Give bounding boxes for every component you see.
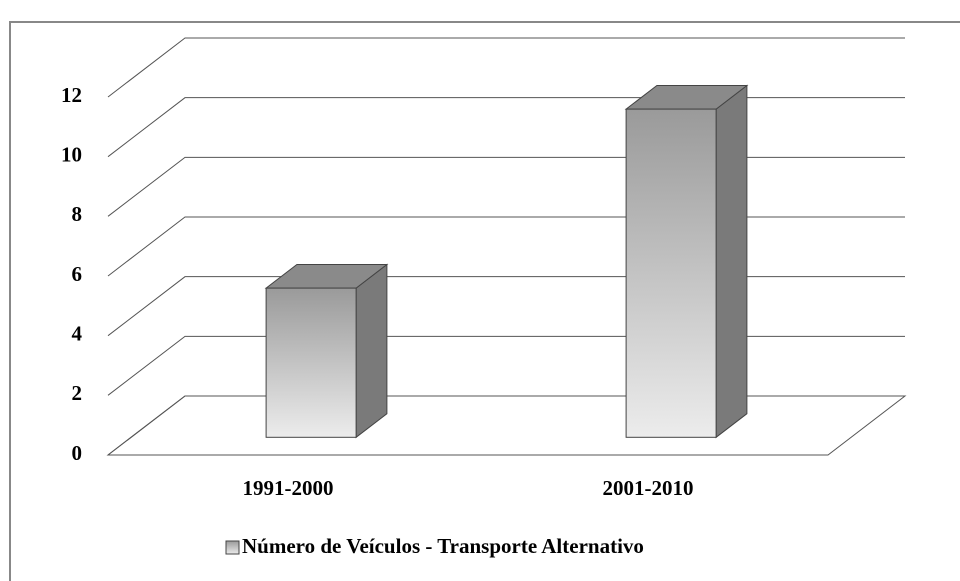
y-tick-label: 10 <box>61 142 82 166</box>
grid-line <box>107 156 905 217</box>
grid-line <box>107 216 905 277</box>
x-tick-label: 2001-2010 <box>603 476 694 500</box>
x-tick-label: 1991-2000 <box>243 476 334 500</box>
bar-side <box>355 263 388 439</box>
bar <box>265 287 357 438</box>
bar <box>625 108 717 438</box>
grid-line <box>107 395 905 456</box>
grid-line <box>107 335 905 396</box>
grid-line <box>107 276 905 337</box>
y-tick-label: 8 <box>72 202 83 226</box>
legend-label: Número de Veículos - Transporte Alternat… <box>242 534 644 558</box>
y-tick-label: 2 <box>72 381 83 405</box>
y-tick-label: 6 <box>72 262 83 286</box>
grid-line <box>107 37 905 98</box>
floor <box>106 395 907 456</box>
legend-swatch <box>225 540 240 555</box>
y-tick-label: 12 <box>61 83 82 107</box>
grid-line <box>107 97 905 158</box>
y-tick-label: 4 <box>72 321 83 345</box>
y-tick-label: 0 <box>72 441 83 465</box>
chart-frame <box>9 21 960 581</box>
bar-side <box>715 84 748 439</box>
